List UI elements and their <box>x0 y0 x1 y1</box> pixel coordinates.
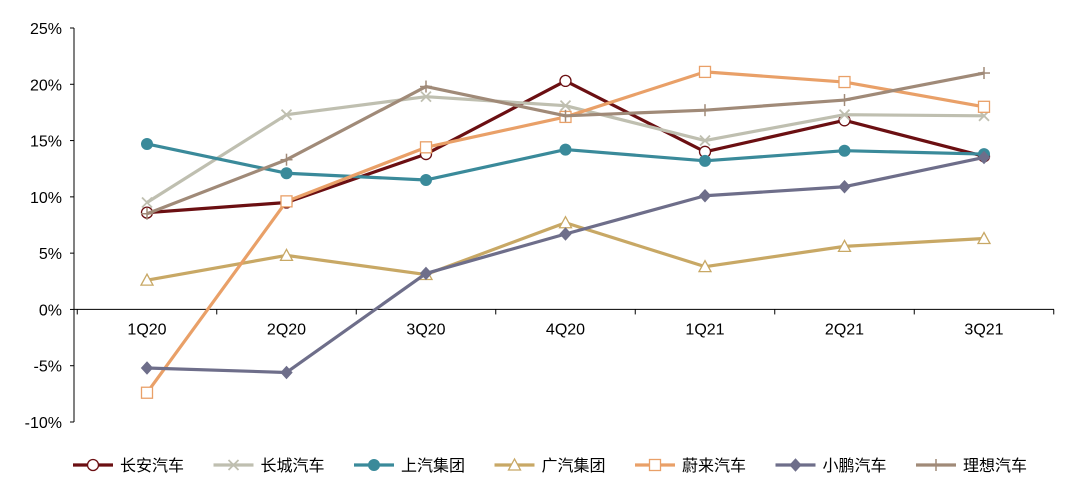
y-tick-label: 20% <box>30 77 62 94</box>
data-point <box>420 91 432 103</box>
data-point <box>977 150 991 165</box>
data-point <box>697 259 713 273</box>
legend-item: 小鹏汽车 <box>775 457 887 475</box>
y-tick-label: 10% <box>30 190 62 207</box>
data-point <box>699 154 711 167</box>
data-point <box>420 173 432 186</box>
data-point <box>279 248 294 262</box>
series-2 <box>141 91 990 209</box>
data-point <box>976 231 992 245</box>
legend-marker <box>227 459 240 471</box>
data-point <box>698 65 712 79</box>
data-point <box>559 100 572 112</box>
data-point <box>838 94 851 107</box>
data-point <box>838 144 851 157</box>
data-point <box>699 104 711 117</box>
legend-item: 蔚来汽车 <box>635 457 746 475</box>
data-point <box>140 361 154 375</box>
x-tick-label: 1Q21 <box>685 321 724 338</box>
data-point <box>420 80 432 93</box>
series-6 <box>140 150 991 380</box>
legend-item: 理想汽车 <box>916 457 1027 475</box>
data-point <box>280 195 293 208</box>
series-line <box>146 155 985 375</box>
legend-item: 上汽集团 <box>354 457 465 475</box>
data-point <box>280 365 293 380</box>
y-tick-label: 5% <box>39 246 62 263</box>
data-point <box>139 272 155 286</box>
y-tick-label: -10% <box>25 415 62 432</box>
legend-marker <box>648 458 662 472</box>
legend-marker <box>368 459 380 471</box>
x-tick-label: 3Q20 <box>406 321 445 338</box>
legend-marker <box>86 458 100 472</box>
legend-item: 广汽集团 <box>494 457 606 475</box>
legend-marker <box>930 459 942 471</box>
x-tick-label: 1Q20 <box>127 321 166 338</box>
data-point <box>838 109 851 121</box>
data-point <box>977 100 991 113</box>
legend-marker <box>789 458 802 472</box>
data-point <box>140 386 154 399</box>
data-point <box>559 74 572 88</box>
legend-label: 蔚来汽车 <box>682 457 746 475</box>
legend-label: 上汽集团 <box>401 457 465 475</box>
y-tick-label: 25% <box>30 21 62 38</box>
legend-label: 广汽集团 <box>542 457 606 475</box>
legend-label: 长城汽车 <box>261 457 325 475</box>
x-tick-label: 2Q21 <box>825 321 864 338</box>
data-point <box>280 153 293 166</box>
data-point <box>419 141 433 154</box>
data-point <box>559 109 572 122</box>
data-point <box>141 137 153 150</box>
legend-marker <box>507 457 522 471</box>
data-point <box>559 143 572 156</box>
data-point <box>838 75 851 89</box>
axes: 25% 20% 15% 10% 5% 0% -5% -10% 1Q20 2Q20 3Q20 4Q20 1… <box>25 21 1055 432</box>
data-point <box>559 227 572 241</box>
y-tick-label: -5% <box>34 359 62 376</box>
series-4 <box>139 215 992 286</box>
y-tick-label: 0% <box>39 302 62 319</box>
x-tick-label: 2Q20 <box>267 321 306 338</box>
data-point <box>419 266 433 281</box>
x-tick-label: 4Q20 <box>546 321 585 338</box>
x-tick-label: 3Q21 <box>964 321 1003 338</box>
data-point <box>698 188 712 203</box>
data-point <box>141 207 153 220</box>
data-point <box>837 239 852 253</box>
data-point <box>141 196 153 209</box>
data-point <box>280 167 293 180</box>
data-point <box>838 179 851 194</box>
legend-label: 长安汽车 <box>120 457 184 475</box>
legend-label: 理想汽车 <box>963 457 1027 475</box>
data-point <box>978 67 990 80</box>
legend-item: 长城汽车 <box>213 457 325 475</box>
series-layer <box>139 65 992 399</box>
y-tick-label: 15% <box>30 134 62 151</box>
data-point <box>280 109 293 121</box>
series-7 <box>141 67 990 220</box>
legend: 长安汽车 长城汽车 上汽集团 广汽集团 蔚来汽车 小鹏汽车 理想汽车 <box>73 457 1027 475</box>
series-3 <box>141 137 990 186</box>
legend-item: 长安汽车 <box>73 457 184 475</box>
series-line <box>146 71 985 216</box>
data-point <box>699 134 711 147</box>
data-point <box>558 215 573 229</box>
legend-label: 小鹏汽车 <box>823 457 887 475</box>
